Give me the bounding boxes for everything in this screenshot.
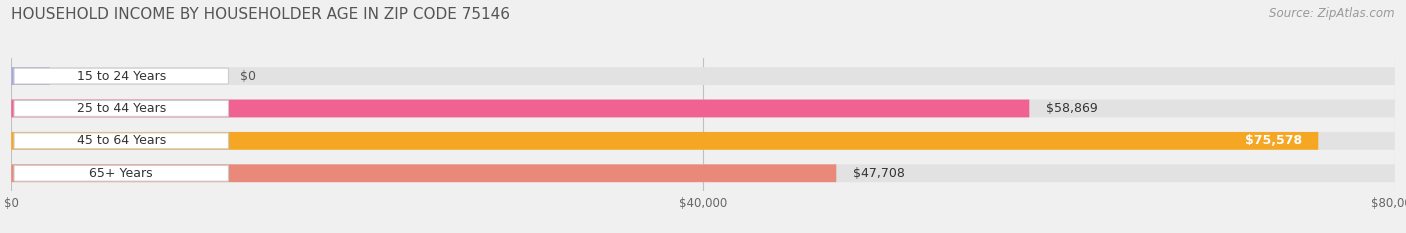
FancyBboxPatch shape	[11, 164, 1395, 182]
FancyBboxPatch shape	[14, 100, 228, 116]
FancyBboxPatch shape	[14, 165, 228, 181]
Text: $47,708: $47,708	[853, 167, 905, 180]
FancyBboxPatch shape	[14, 133, 228, 149]
Text: 45 to 64 Years: 45 to 64 Years	[76, 134, 166, 147]
FancyBboxPatch shape	[11, 99, 1029, 117]
FancyBboxPatch shape	[11, 132, 1395, 150]
Text: 15 to 24 Years: 15 to 24 Years	[76, 70, 166, 82]
FancyBboxPatch shape	[11, 67, 51, 85]
FancyBboxPatch shape	[11, 132, 1319, 150]
Text: $58,869: $58,869	[1046, 102, 1098, 115]
Text: 25 to 44 Years: 25 to 44 Years	[76, 102, 166, 115]
FancyBboxPatch shape	[11, 164, 837, 182]
Text: 65+ Years: 65+ Years	[90, 167, 153, 180]
FancyBboxPatch shape	[11, 67, 1395, 85]
Text: $75,578: $75,578	[1244, 134, 1302, 147]
Text: HOUSEHOLD INCOME BY HOUSEHOLDER AGE IN ZIP CODE 75146: HOUSEHOLD INCOME BY HOUSEHOLDER AGE IN Z…	[11, 7, 510, 22]
Text: $0: $0	[239, 70, 256, 82]
FancyBboxPatch shape	[14, 68, 228, 84]
FancyBboxPatch shape	[11, 99, 1395, 117]
Text: Source: ZipAtlas.com: Source: ZipAtlas.com	[1270, 7, 1395, 20]
